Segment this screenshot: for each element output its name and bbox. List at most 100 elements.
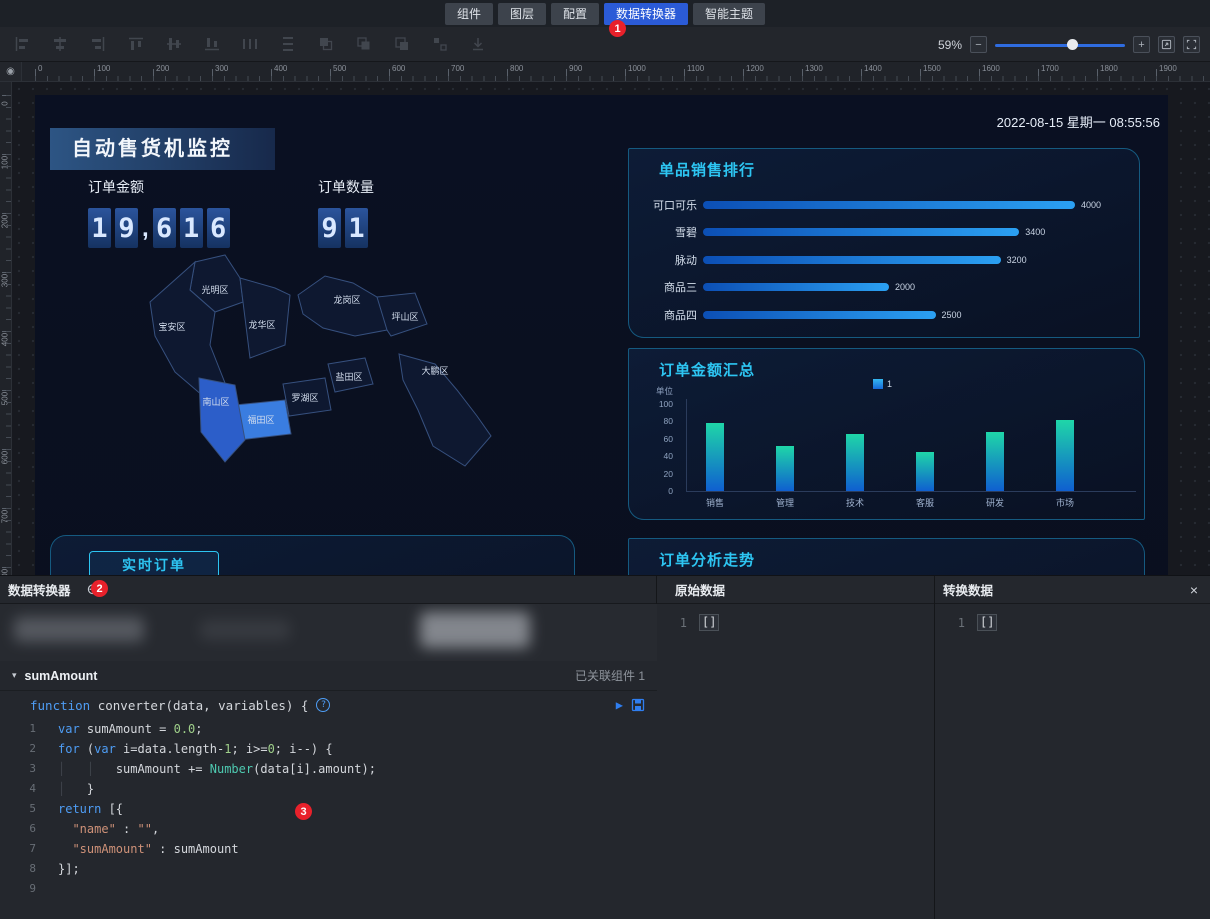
sales-row: 脉动 3200 xyxy=(675,254,1027,267)
transformed-data-header: 转换数据 × xyxy=(935,576,1210,604)
fit-screen-button[interactable] xyxy=(1158,36,1175,53)
sales-bar xyxy=(703,310,936,319)
code-line[interactable]: 3 │ │ sumAmount += Number(data[i].amount)… xyxy=(29,762,376,776)
code-line[interactable]: 4 │ } xyxy=(29,782,95,796)
sales-bar xyxy=(703,283,889,292)
code-editor[interactable]: 1 var sumAmount = 0.0; 2 for (var i=data.le… xyxy=(0,719,657,919)
distribute-horizontal-icon[interactable] xyxy=(242,36,258,52)
fullscreen-icon xyxy=(1186,39,1197,50)
code-line[interactable]: 2 for (var i=data.length-1; i>=0; i--) { xyxy=(29,742,333,756)
distribute-vertical-icon[interactable] xyxy=(280,36,296,52)
stat-label: 订单数量 xyxy=(318,179,374,195)
run-button[interactable]: ▶ xyxy=(615,698,623,712)
ruler-label: 800 xyxy=(510,64,524,73)
ruler-tick xyxy=(684,69,685,81)
code-line[interactable]: 9 xyxy=(29,882,36,895)
fullscreen-button[interactable] xyxy=(1183,36,1200,53)
transformed-data-title: 转换数据 xyxy=(943,584,994,598)
column-bar xyxy=(706,423,724,491)
download-icon[interactable] xyxy=(470,36,486,52)
annotation-badge-1: 1 xyxy=(609,20,626,37)
tab-smart-theme[interactable]: 智能主题 xyxy=(693,2,766,25)
zoom-out-button[interactable]: − xyxy=(970,36,987,53)
tab-config[interactable]: 配置 xyxy=(550,2,599,25)
chevron-down-icon[interactable]: ▾ xyxy=(12,670,17,680)
align-bottom-icon[interactable] xyxy=(204,36,220,52)
datetime-text[interactable]: 2022-08-15 星期一 08:55:56 xyxy=(996,115,1160,130)
transformed-data-line[interactable]: 1 [] xyxy=(935,614,1210,631)
ruler-label: 1800 xyxy=(1100,64,1118,73)
ruler-label: 700 xyxy=(0,509,10,524)
ruler-tick xyxy=(35,69,36,81)
code-line[interactable]: 1 var sumAmount = 0.0; xyxy=(29,722,203,736)
zoom-slider-knob[interactable] xyxy=(1067,38,1078,50)
close-icon[interactable]: × xyxy=(1189,581,1198,598)
realtime-orders-panel[interactable]: 实时订单 xyxy=(50,535,575,575)
ruler-tick xyxy=(861,69,862,81)
map-district xyxy=(198,377,246,463)
zoom-in-button[interactable]: + xyxy=(1133,36,1150,53)
code-line[interactable]: 8}]; xyxy=(29,862,80,876)
map-district-label: 大鹏区 xyxy=(421,365,448,376)
ruler-label: 1000 xyxy=(628,64,646,73)
ruler-tick xyxy=(94,69,95,81)
line-number: 1 xyxy=(679,615,687,630)
original-data-content: [] xyxy=(699,614,720,631)
ruler-label: 1500 xyxy=(923,64,941,73)
tab-components[interactable]: 组件 xyxy=(444,2,493,25)
ruler-tick xyxy=(389,69,390,81)
digit-box: 1 xyxy=(88,208,111,248)
panel-title: 订单金额汇总 xyxy=(659,362,756,379)
ruler-label: 200 xyxy=(156,64,170,73)
align-right-icon[interactable] xyxy=(90,36,106,52)
converter-panel-title: 数据转换器 xyxy=(8,584,71,598)
converter-list-blurred[interactable] xyxy=(0,604,657,661)
send-backward-icon[interactable] xyxy=(432,36,448,52)
sales-row: 雪碧 3400 xyxy=(675,227,1046,240)
tab-layers[interactable]: 图层 xyxy=(497,2,546,25)
ruler-label: 1300 xyxy=(805,64,823,73)
tab-data-converter[interactable]: 数据转换器 xyxy=(604,2,689,25)
align-vertical-center-icon[interactable] xyxy=(166,36,182,52)
linked-components-label: 已关联组件 1 xyxy=(574,669,645,683)
sales-bar xyxy=(703,228,1020,237)
code-line[interactable]: 6 "name" : "", xyxy=(29,822,160,836)
order-summary-panel[interactable]: 订单金额汇总 1 0 20 40 60 80 100 单位 销售 管理 技术 客服 研发 市场 xyxy=(628,348,1145,520)
ruler-corner[interactable]: ◉ xyxy=(0,62,22,82)
align-left-icon[interactable] xyxy=(14,36,30,52)
map-district-label: 宝安区 xyxy=(158,321,185,332)
zoom-slider[interactable] xyxy=(995,37,1125,53)
code-signature: function converter(data, variables) { xyxy=(30,697,309,713)
order-trend-panel[interactable]: 订单分析走势 xyxy=(628,538,1145,575)
bring-forward-icon[interactable] xyxy=(394,36,410,52)
send-to-back-icon[interactable] xyxy=(356,36,372,52)
code-line[interactable]: 7 "sumAmount" : sumAmount xyxy=(29,842,239,856)
realtime-orders-tab[interactable]: 实时订单 xyxy=(89,551,219,575)
sales-ranking-panel[interactable]: 单品销售排行 可口可乐 4000 雪碧 3400 脉动 3200 商品三 2000 商品四 250… xyxy=(628,148,1140,338)
align-horizontal-center-icon[interactable] xyxy=(52,36,68,52)
bring-to-front-icon[interactable] xyxy=(318,36,334,52)
help-icon[interactable]: ? xyxy=(316,698,331,712)
fit-screen-icon xyxy=(1161,39,1172,50)
digit-box: 6 xyxy=(206,208,230,248)
ruler-label: 0 xyxy=(0,101,10,106)
sales-row: 可口可乐 4000 xyxy=(653,199,1102,212)
code-line[interactable]: 5 return [{ xyxy=(29,802,124,816)
align-top-icon[interactable] xyxy=(128,36,144,52)
original-data-line[interactable]: 1 [] xyxy=(657,614,934,631)
original-data-header: 原始数据 xyxy=(657,576,934,604)
save-icon[interactable] xyxy=(631,698,645,712)
converter-item-row[interactable]: ▾ sumAmount 已关联组件 1 xyxy=(0,661,657,691)
ruler-tick xyxy=(920,69,921,81)
dashboard-title[interactable]: 自动售货机监控 xyxy=(50,128,275,170)
ruler-label: 1700 xyxy=(1041,64,1059,73)
zoom-level-text: 59% xyxy=(937,37,962,52)
map-district-label: 盐田区 xyxy=(335,371,362,382)
